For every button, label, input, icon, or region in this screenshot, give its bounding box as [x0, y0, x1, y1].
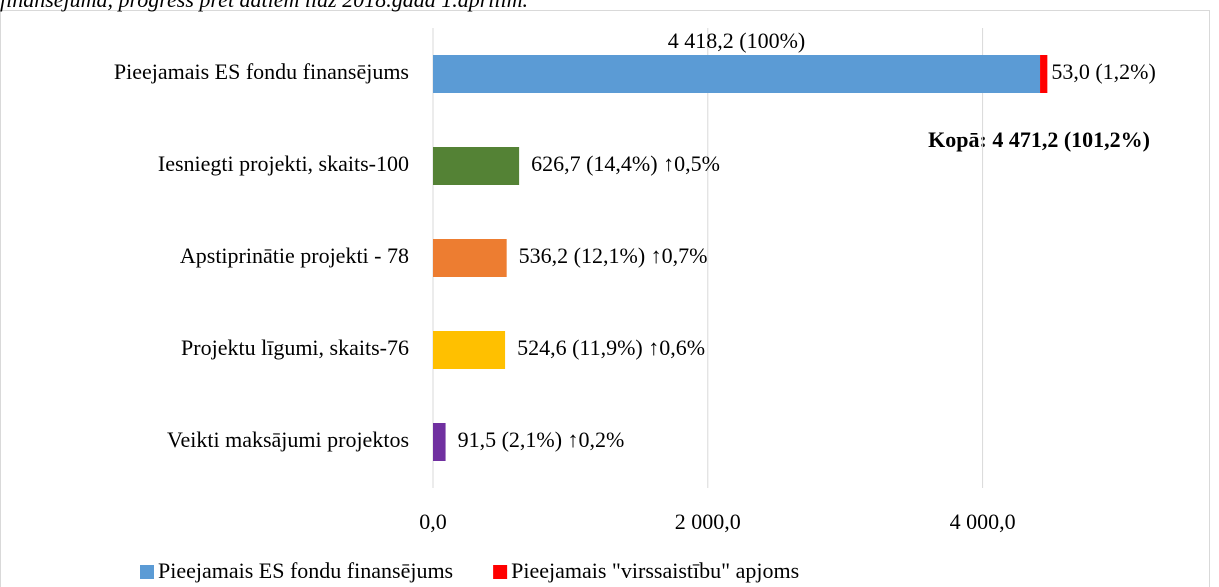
value-label: 536,2 (12,1%) ↑0,7% [519, 243, 708, 268]
legend-label: Pieejamais "virssaistību" apjoms [511, 558, 799, 583]
x-tick-label: 4 000,0 [950, 509, 1016, 534]
bar [433, 423, 446, 461]
chart-frame [0, 10, 1210, 587]
y-tick-label: Iesniegti projekti, skaits-100 [158, 151, 409, 176]
legend-swatch [140, 565, 154, 579]
bar [433, 239, 507, 277]
legend-swatch [493, 565, 508, 579]
y-tick-label: Apstiprinātie projekti - 78 [180, 243, 409, 268]
value-label: 4 418,2 (100%) [668, 28, 805, 53]
bar [433, 147, 520, 185]
value-label: 53,0 (1,2%) [1051, 59, 1155, 84]
value-label: 91,5 (2,1%) ↑0,2% [458, 427, 625, 452]
bar [433, 331, 506, 369]
chart-title: finansējuma, progress pret datiem līdz 2… [0, 0, 528, 12]
y-tick-label: Projektu līgumi, skaits-76 [181, 335, 409, 360]
value-label: 524,6 (11,9%) ↑0,6% [517, 335, 705, 360]
bar [433, 55, 1041, 93]
x-tick-label: 2 000,0 [675, 509, 741, 534]
legend-label: Pieejamais ES fondu finansējums [158, 558, 453, 583]
value-label: 626,7 (14,4%) ↑0,5% [531, 151, 720, 176]
x-tick-label: 0,0 [419, 509, 447, 534]
annotation: Kopā: 4 471,2 (101,2%) [928, 127, 1150, 152]
y-tick-label: Pieejamais ES fondu finansējums [114, 59, 409, 84]
y-tick-label: Veikti maksājumi projektos [167, 427, 409, 452]
bar [1040, 55, 1048, 93]
